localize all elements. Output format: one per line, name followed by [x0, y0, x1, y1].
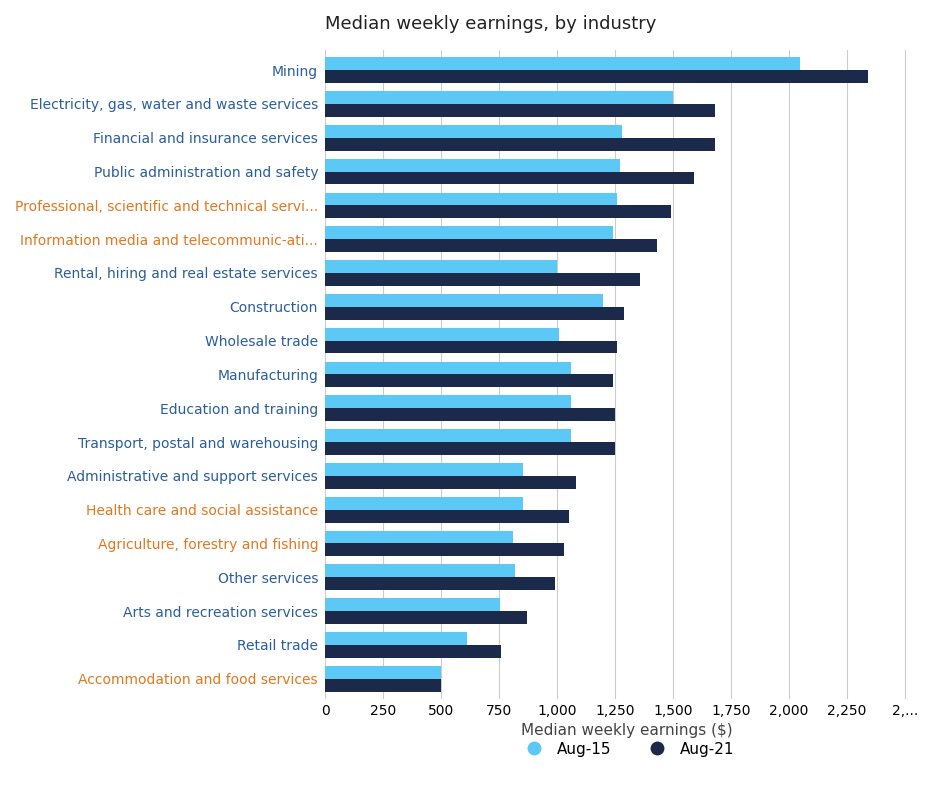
X-axis label: Median weekly earnings ($): Median weekly earnings ($): [521, 723, 733, 738]
Bar: [325, 408, 615, 421]
Bar: [325, 138, 715, 151]
Bar: [325, 577, 554, 590]
Bar: [325, 632, 467, 645]
Bar: [325, 598, 500, 611]
Bar: [325, 159, 620, 172]
Bar: [325, 260, 557, 273]
Bar: [325, 429, 571, 442]
Bar: [325, 564, 515, 577]
Bar: [325, 510, 569, 522]
Bar: [325, 442, 615, 455]
Bar: [325, 666, 441, 679]
Bar: [325, 193, 618, 205]
Bar: [325, 362, 571, 374]
Bar: [325, 679, 441, 692]
Bar: [325, 172, 694, 185]
Legend: Aug-15, Aug-21: Aug-15, Aug-21: [512, 735, 740, 763]
Bar: [325, 543, 564, 556]
Bar: [325, 307, 624, 320]
Bar: [325, 70, 868, 83]
Bar: [325, 463, 523, 476]
Bar: [325, 239, 656, 252]
Bar: [325, 104, 715, 117]
Bar: [325, 328, 559, 341]
Bar: [325, 125, 621, 138]
Bar: [325, 395, 571, 408]
Text: Median weekly earnings, by industry: Median weekly earnings, by industry: [325, 15, 656, 33]
Bar: [325, 374, 613, 387]
Bar: [325, 531, 513, 543]
Bar: [325, 273, 640, 286]
Bar: [325, 57, 801, 70]
Bar: [325, 645, 502, 658]
Bar: [325, 91, 673, 104]
Bar: [325, 611, 527, 624]
Bar: [325, 476, 575, 489]
Bar: [325, 226, 613, 239]
Bar: [325, 294, 604, 307]
Bar: [325, 341, 618, 353]
Bar: [325, 497, 523, 510]
Bar: [325, 205, 670, 218]
